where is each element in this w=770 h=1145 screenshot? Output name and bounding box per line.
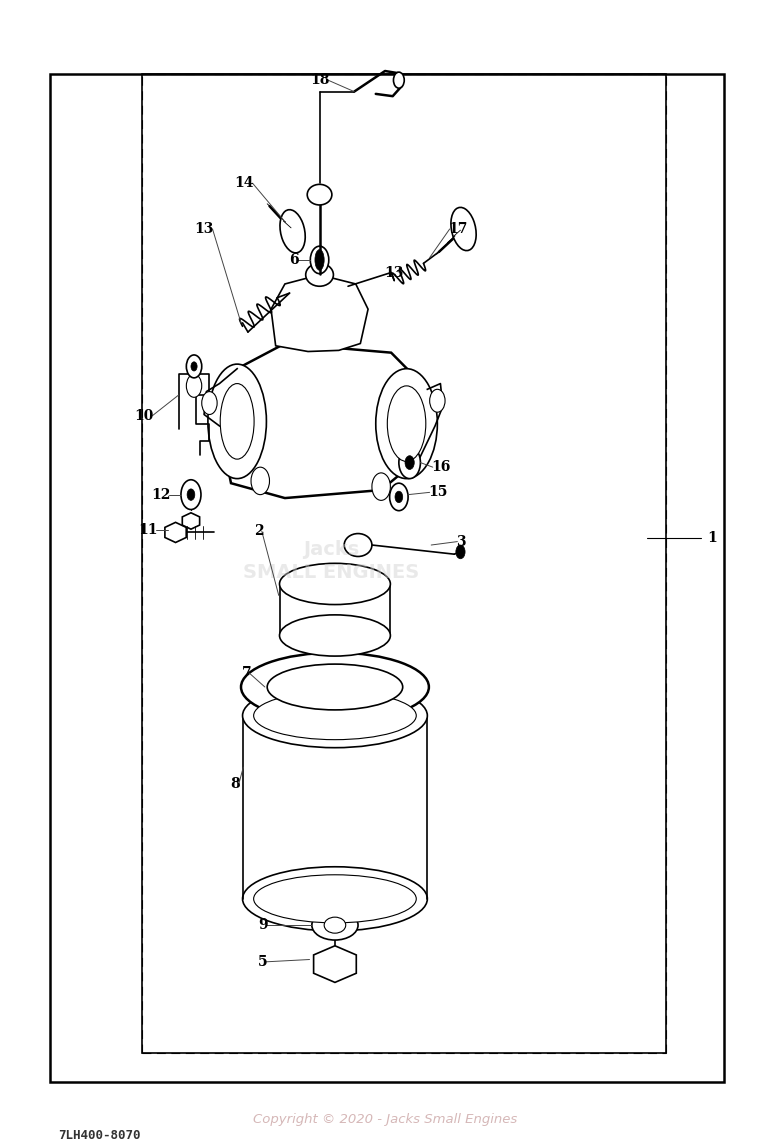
Circle shape (191, 362, 197, 371)
Circle shape (186, 374, 202, 397)
Text: 11: 11 (139, 523, 158, 537)
Ellipse shape (387, 386, 426, 461)
Text: 3: 3 (456, 535, 465, 548)
Circle shape (202, 392, 217, 414)
Polygon shape (165, 522, 186, 543)
Ellipse shape (451, 207, 476, 251)
Text: 5: 5 (258, 955, 268, 969)
Text: 10: 10 (135, 409, 154, 423)
Circle shape (456, 545, 465, 559)
Text: 2: 2 (254, 524, 263, 538)
Ellipse shape (344, 534, 372, 556)
Ellipse shape (312, 910, 358, 940)
Polygon shape (271, 275, 368, 352)
Text: 12: 12 (152, 488, 171, 502)
Circle shape (393, 72, 404, 88)
Ellipse shape (253, 692, 417, 740)
Text: 6: 6 (290, 253, 299, 267)
Ellipse shape (306, 263, 333, 286)
Text: 8: 8 (231, 777, 240, 791)
Ellipse shape (280, 210, 305, 253)
Polygon shape (219, 344, 427, 498)
Text: 17: 17 (448, 222, 467, 236)
Ellipse shape (243, 867, 427, 931)
Text: 7: 7 (242, 666, 251, 680)
Text: Jacks
SMALL ENGINES: Jacks SMALL ENGINES (243, 539, 419, 583)
Ellipse shape (280, 615, 390, 656)
Polygon shape (313, 946, 357, 982)
Circle shape (372, 473, 390, 500)
Circle shape (186, 355, 202, 378)
Text: 13: 13 (384, 266, 403, 279)
Ellipse shape (267, 664, 403, 710)
Text: 16: 16 (431, 460, 450, 474)
Text: 1: 1 (707, 531, 717, 545)
Text: 7LH400-8070: 7LH400-8070 (58, 1129, 140, 1143)
Circle shape (181, 480, 201, 510)
Text: 15: 15 (428, 485, 447, 499)
Circle shape (310, 246, 329, 274)
Text: 13: 13 (195, 222, 214, 236)
Circle shape (187, 489, 195, 500)
Bar (142, 74, 666, 1053)
Ellipse shape (253, 875, 417, 923)
Ellipse shape (220, 384, 254, 459)
Text: 9: 9 (258, 918, 268, 932)
Circle shape (399, 447, 420, 479)
Circle shape (405, 456, 414, 469)
Text: Copyright © 2020 - Jacks Small Engines: Copyright © 2020 - Jacks Small Engines (253, 1113, 517, 1127)
Ellipse shape (241, 653, 429, 721)
Ellipse shape (315, 250, 324, 270)
Ellipse shape (208, 364, 266, 479)
Ellipse shape (243, 684, 427, 748)
Ellipse shape (280, 563, 390, 605)
Ellipse shape (376, 369, 437, 479)
Ellipse shape (324, 917, 346, 933)
Ellipse shape (307, 184, 332, 205)
Circle shape (251, 467, 270, 495)
Circle shape (395, 491, 403, 503)
Circle shape (390, 483, 408, 511)
Bar (50, 74, 724, 1082)
Text: 14: 14 (235, 176, 254, 190)
Polygon shape (182, 513, 199, 529)
Circle shape (430, 389, 445, 412)
Text: 18: 18 (310, 73, 330, 87)
